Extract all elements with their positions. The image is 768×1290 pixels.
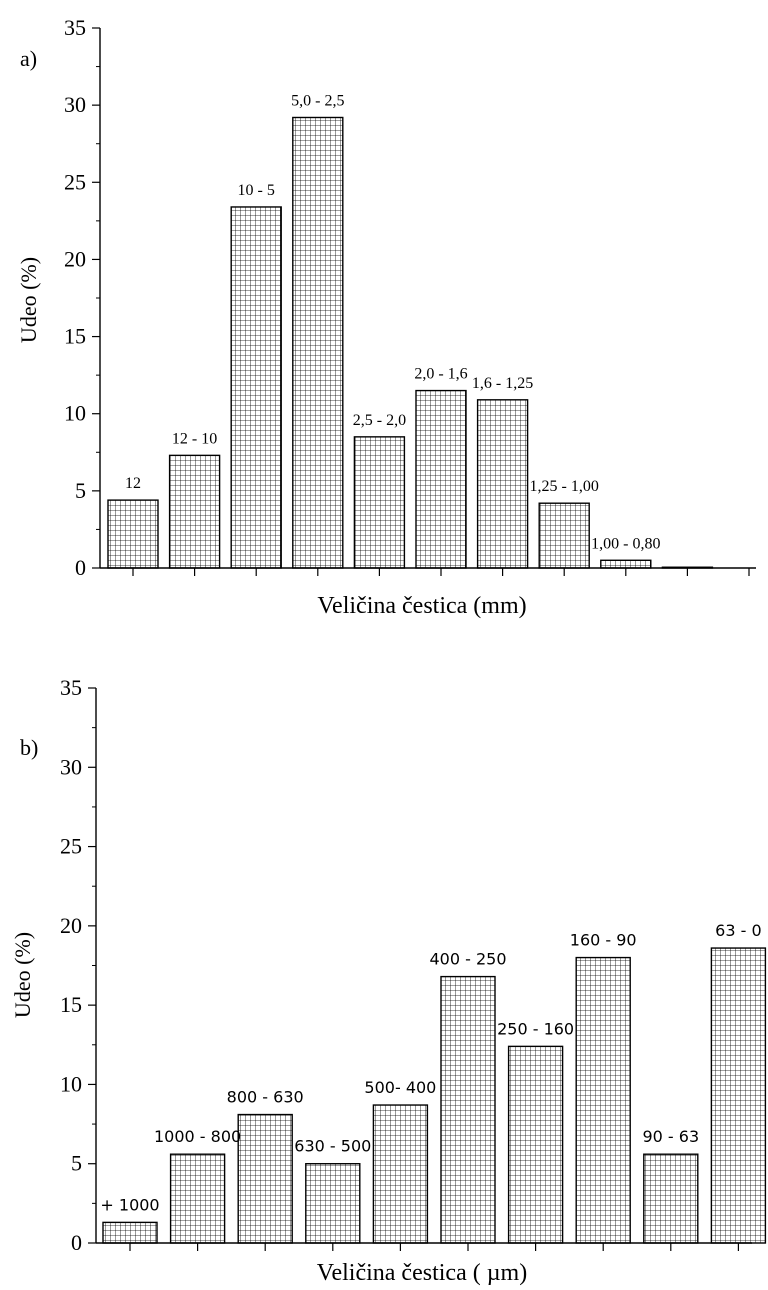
- y-tick-label-b: 35: [60, 675, 82, 700]
- bar-label-b-6: 250 - 160: [497, 1019, 574, 1038]
- y-tick-label-a: 10: [64, 401, 86, 426]
- bar-label-a-6: 1,6 - 1,25: [472, 375, 533, 392]
- bar-a-4: [353, 436, 406, 569]
- bar-label-a-4: 2,5 - 2,0: [353, 412, 406, 429]
- bar-label-a-0: 12: [125, 475, 141, 492]
- bar-label-b-5: 400 - 250: [429, 950, 506, 969]
- panel-label-b: b): [20, 735, 38, 760]
- bar-label-a-5: 2,0 - 1,6: [414, 366, 467, 383]
- bar-a-2: [230, 206, 282, 569]
- panel-label-a: a): [20, 46, 37, 71]
- bar-label-a-1: 12 - 10: [172, 430, 217, 447]
- x-axis-label-a: Veličina čestica (mm): [317, 593, 526, 619]
- y-tick-label-b: 10: [60, 1071, 82, 1096]
- bar-label-b-8: 90 - 63: [642, 1127, 699, 1146]
- bar-a-3: [292, 116, 344, 569]
- bar-label-a-2: 10 - 5: [238, 182, 275, 199]
- bar-b-0: [102, 1221, 158, 1244]
- bar-label-b-0: + 1000: [100, 1195, 159, 1214]
- y-ticks-a: 0 5 10 15 20 25 30 35: [64, 15, 750, 580]
- y-axis-label-b: Udeo (%): [10, 932, 35, 1018]
- y-tick-label-b: 0: [71, 1230, 82, 1255]
- chart-panel-b: b) Udeo (%) Veličina čestica ( µm) 0 5 10 1…: [10, 675, 767, 1286]
- x-axis-label-b: Veličina čestica ( µm): [317, 1260, 527, 1286]
- bar-labels-b: + 1000 1000 - 800 800 - 630 630 - 500 500- 4…: [100, 921, 761, 1214]
- bar-a-1: [168, 454, 221, 569]
- y-tick-label-a: 15: [64, 324, 86, 349]
- y-tick-label-a: 25: [64, 169, 86, 194]
- bar-label-b-7: 160 - 90: [570, 931, 637, 950]
- bar-b-1: [169, 1153, 226, 1244]
- y-ticks-b: 0 5 10 15 20 25 30 35: [60, 675, 740, 1255]
- bar-a-5: [415, 389, 467, 569]
- bar-b-2: [237, 1113, 293, 1244]
- bars-b: [102, 947, 767, 1244]
- chart-panel-a: a) Udeo (%) Veličina čestica (mm) 0 5 10 15…: [16, 15, 756, 619]
- bar-a-8: [600, 559, 652, 569]
- bar-label-a-8: 1,00 - 0,80: [591, 535, 660, 552]
- y-tick-label-a: 35: [64, 15, 86, 40]
- bar-label-a-3: 5,0 - 2,5: [291, 92, 344, 109]
- bar-a-7: [538, 502, 590, 569]
- y-tick-label-b: 15: [60, 992, 82, 1017]
- bar-b-5: [440, 975, 496, 1244]
- bar-b-4: [372, 1104, 429, 1244]
- bar-b-8: [643, 1153, 699, 1244]
- y-tick-label-b: 20: [60, 913, 82, 938]
- bar-label-a-7: 1,25 - 1,00: [530, 478, 599, 495]
- y-tick-label-b: 25: [60, 834, 82, 859]
- y-axis-label-a: Udeo (%): [16, 257, 41, 343]
- bar-label-b-9: 63 - 0: [715, 921, 761, 940]
- bars-a: [107, 116, 714, 569]
- bar-label-b-1: 1000 - 800: [154, 1127, 241, 1146]
- bar-label-b-2: 800 - 630: [227, 1088, 304, 1107]
- y-tick-label-a: 30: [64, 92, 86, 117]
- bar-labels-a: 12 12 - 10 10 - 5 5,0 - 2,5 2,5 - 2,0 2,0 - 1…: [125, 92, 660, 552]
- bar-b-6: [507, 1045, 564, 1244]
- y-tick-label-b: 5: [71, 1151, 82, 1176]
- y-tick-label-a: 0: [75, 555, 86, 580]
- bar-b-9: [710, 947, 767, 1244]
- y-tick-label-b: 30: [60, 754, 82, 779]
- bar-label-b-3: 630 - 500: [294, 1137, 371, 1156]
- y-tick-label-a: 20: [64, 246, 86, 271]
- bar-b-7: [575, 956, 631, 1244]
- bar-b-3: [305, 1163, 361, 1244]
- bar-label-b-4: 500- 400: [364, 1078, 436, 1097]
- bar-a-6: [476, 399, 529, 569]
- y-tick-label-a: 5: [75, 478, 86, 503]
- bar-a-0: [107, 499, 159, 569]
